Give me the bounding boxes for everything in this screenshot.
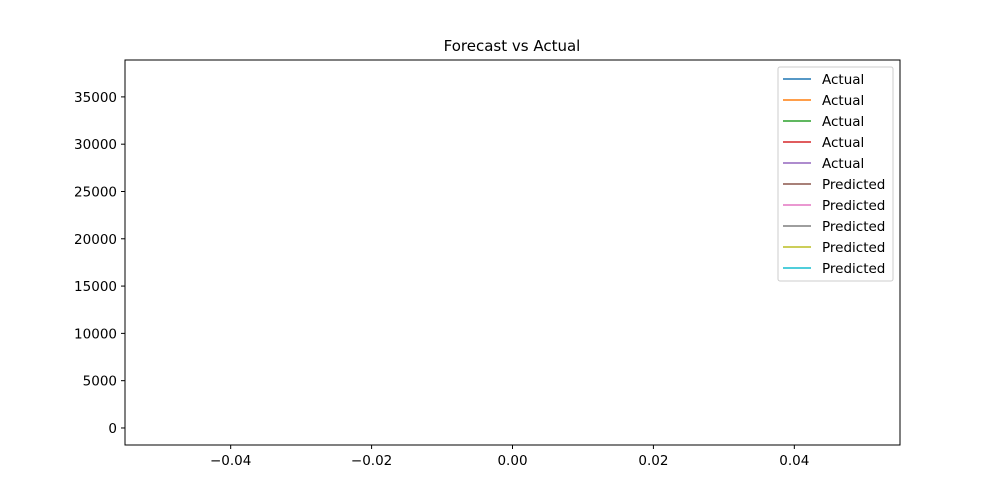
x-axis: −0.04 −0.02 0.00 0.02 0.04	[210, 445, 809, 469]
legend-label: Actual	[822, 156, 864, 172]
legend-label: Predicted	[822, 240, 885, 256]
x-tick-label: 0.02	[638, 453, 668, 469]
x-tick-label: −0.04	[210, 453, 251, 469]
legend-label: Predicted	[822, 261, 885, 277]
x-tick-label: 0.04	[779, 453, 809, 469]
legend-label: Actual	[822, 72, 864, 88]
legend-label: Predicted	[822, 219, 885, 235]
y-axis: 0 5000 10000 15000 20000 25000 30000 35000	[74, 90, 125, 437]
legend-label: Actual	[822, 135, 864, 151]
legend: Actual Actual Actual Actual Actual Predicted P…	[777, 66, 894, 282]
y-tick-label: 20000	[74, 232, 117, 248]
y-tick-label: 0	[108, 421, 117, 437]
y-tick-label: 10000	[74, 326, 117, 342]
legend-label: Predicted	[822, 198, 885, 214]
y-tick-label: 5000	[83, 374, 117, 390]
legend-label: Actual	[822, 114, 864, 130]
x-tick-label: 0.00	[497, 453, 527, 469]
legend-label: Predicted	[822, 177, 885, 193]
y-tick-label: 30000	[74, 137, 117, 153]
x-tick-label: −0.02	[351, 453, 392, 469]
y-tick-label: 15000	[74, 279, 117, 295]
y-tick-label: 25000	[74, 184, 117, 200]
legend-label: Actual	[822, 93, 864, 109]
y-tick-label: 35000	[74, 90, 117, 106]
chart-title: Forecast vs Actual	[444, 37, 581, 55]
